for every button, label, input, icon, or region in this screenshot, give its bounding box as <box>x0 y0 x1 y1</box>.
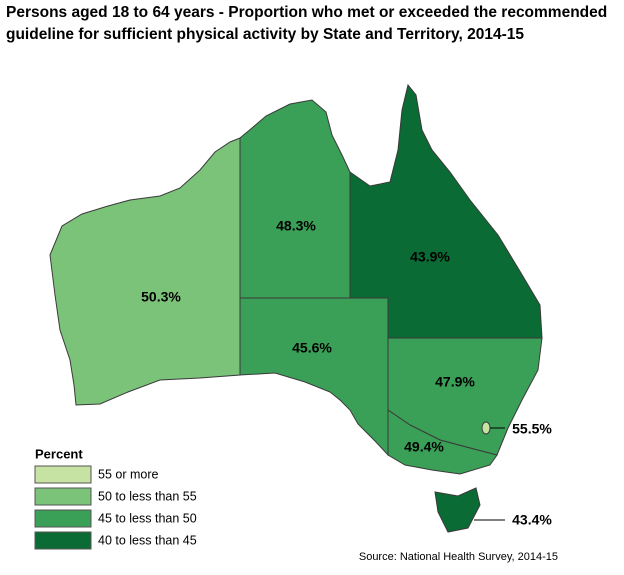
value-label: 55.5% <box>512 421 552 437</box>
legend-label: 50 to less than 55 <box>98 489 197 503</box>
legend-label: 55 or more <box>98 467 158 481</box>
value-label: 49.4% <box>404 439 444 455</box>
value-label: 50.3% <box>141 289 181 305</box>
value-label: 47.9% <box>435 374 475 390</box>
source: Source: National Health Survey, 2014-15 <box>359 551 558 563</box>
legend-label: 40 to less than 45 <box>98 533 197 547</box>
value-label: 45.6% <box>292 340 332 356</box>
legend-swatch <box>34 465 92 484</box>
legend-swatch <box>34 531 92 550</box>
region <box>434 487 481 533</box>
value-label: 43.9% <box>410 249 450 265</box>
value-label: 48.3% <box>276 218 316 234</box>
region <box>239 99 351 299</box>
legend: Percent 55 or more 50 to less than 55 45… <box>34 446 197 550</box>
region <box>481 421 491 435</box>
legend-title: Percent <box>35 446 83 461</box>
regions <box>49 83 543 533</box>
chart-title: Persons aged 18 to 64 years - Proportion… <box>6 4 607 21</box>
value-label: 43.4% <box>512 512 552 528</box>
region <box>49 137 241 406</box>
chart-title: guideline for sufficient physical activi… <box>6 26 524 43</box>
legend-swatch <box>34 487 92 506</box>
legend-label: 45 to less than 50 <box>98 511 197 525</box>
region <box>387 409 498 475</box>
legend-swatch <box>34 509 92 528</box>
region <box>239 297 389 457</box>
